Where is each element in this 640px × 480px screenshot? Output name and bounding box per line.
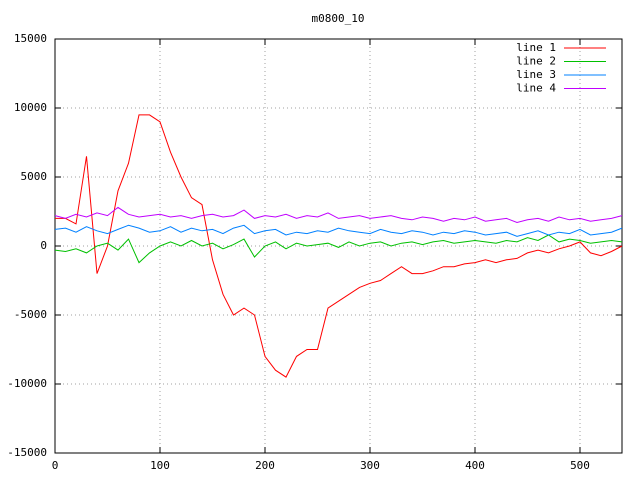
x-tick-label: 300 [360,459,380,472]
y-tick-label: 10000 [14,101,47,114]
data-line [54,234,623,264]
y-tick-label: -10000 [7,377,47,390]
data-line [54,206,623,224]
y-tick-label: 5000 [21,170,48,183]
x-tick-label: 500 [570,459,590,472]
x-tick-label: 400 [465,459,485,472]
data-line [55,114,623,378]
x-tick-label: 0 [52,459,59,472]
y-tick-label: 15000 [14,32,47,45]
y-tick-label: 0 [40,239,47,252]
y-tick-label: -5000 [14,308,47,321]
plot-border [54,38,623,454]
legend-label: line 1 [516,41,556,54]
data-line [54,224,623,237]
legend-label: line 3 [516,68,556,81]
x-tick-label: 100 [150,459,170,472]
legend-label: line 2 [516,55,556,68]
chart-title: m0800_10 [312,12,365,25]
y-tick-label: -15000 [7,446,47,459]
x-tick-label: 200 [255,459,275,472]
legend-label: line 4 [516,82,556,95]
